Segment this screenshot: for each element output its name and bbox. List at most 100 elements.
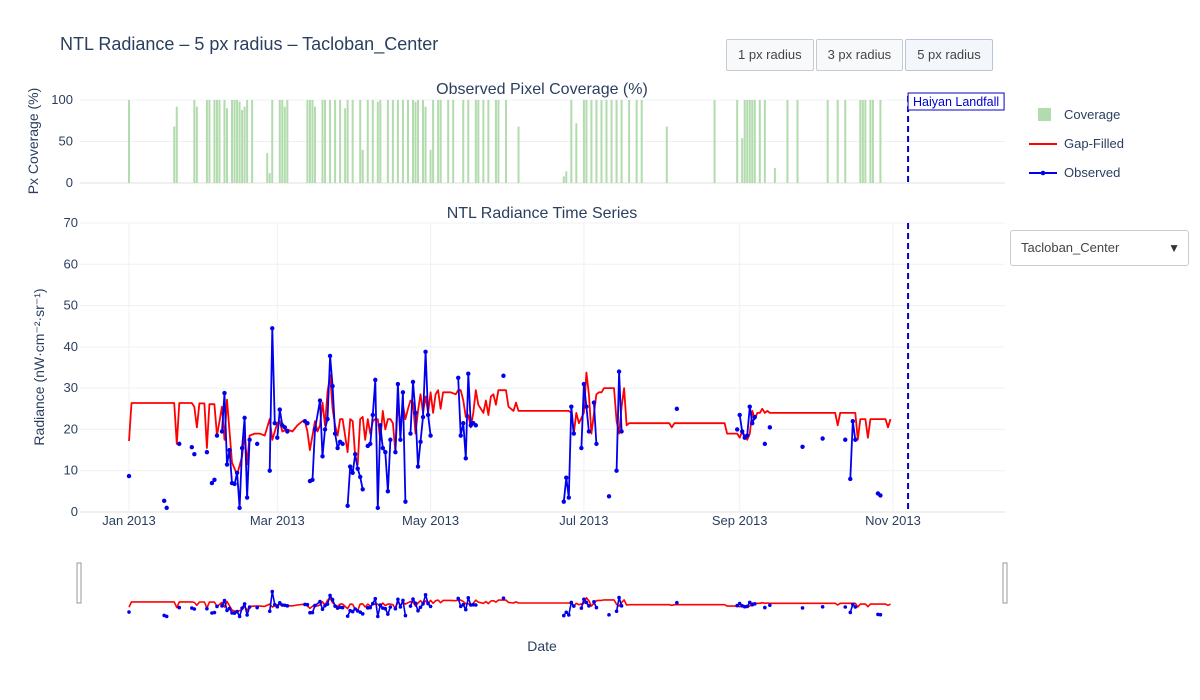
slider-observed-point — [205, 606, 209, 611]
slider-observed-point — [164, 614, 169, 619]
coverage-bar — [562, 176, 565, 183]
coverage-bar — [713, 100, 716, 183]
observed-point — [423, 349, 428, 355]
coverage-bar — [575, 123, 578, 183]
observed-point — [305, 421, 310, 426]
observed-point — [619, 429, 624, 434]
coverage-bar — [422, 100, 425, 183]
slider-observed-point — [428, 604, 433, 609]
slider-observed-point — [225, 608, 229, 613]
observed-line — [580, 383, 590, 449]
slider-observed-point — [242, 602, 247, 606]
legend-observed-marker — [1040, 170, 1046, 176]
radius-1px-button[interactable]: 1 px radius — [726, 39, 814, 71]
slider-observed-point — [463, 607, 468, 612]
slider-observed-point — [426, 601, 430, 606]
observed-point — [327, 353, 333, 359]
observed-point — [848, 476, 853, 482]
observed-point — [320, 454, 325, 459]
slider-observed-point — [398, 605, 403, 609]
observed-point — [734, 427, 740, 432]
coverage-bar — [429, 149, 432, 183]
coverage-bar — [268, 173, 271, 183]
slider-observed-point — [607, 613, 611, 617]
observed-point — [164, 505, 169, 511]
coverage-bar — [313, 106, 316, 183]
radius-5px-button[interactable]: 5 px radius — [905, 39, 993, 71]
slider-observed-point — [768, 603, 772, 608]
slider-observed-point — [458, 604, 463, 609]
observed-point — [501, 373, 506, 378]
slider-observed-point — [752, 602, 757, 606]
coverage-subplot: Observed Pixel Coverage (%) Px Coverage … — [25, 81, 1005, 194]
radiance-y-tick-label: 40 — [64, 339, 78, 354]
coverage-bar — [741, 138, 744, 183]
observed-point — [853, 437, 858, 442]
range-slider[interactable] — [76, 562, 1008, 619]
observed-point — [345, 503, 350, 509]
slider-observed-point — [127, 610, 131, 614]
radiance-y-tick-label: 10 — [64, 463, 78, 478]
observed-point — [244, 495, 250, 500]
coverage-bar — [773, 168, 776, 183]
coverage-bar — [359, 100, 362, 183]
radius-3px-button[interactable]: 3 px radius — [815, 39, 904, 71]
slider-observed-point — [853, 605, 858, 609]
observed-point — [335, 445, 340, 451]
observed-point — [254, 441, 260, 447]
slider-observed-point — [386, 612, 390, 616]
slider-observed-point — [360, 612, 365, 616]
observed-point — [282, 425, 288, 430]
slider-observed-point — [368, 605, 373, 610]
coverage-bar — [411, 100, 414, 183]
observed-point — [192, 452, 197, 457]
legend-gapfilled-label: Gap-Filled — [1064, 136, 1124, 151]
observed-point — [674, 406, 680, 411]
coverage-y-axis-label: Px Coverage (%) — [25, 88, 41, 195]
location-dropdown[interactable]: Tacloban_Center ▼ — [1010, 230, 1189, 266]
legend: Coverage Gap-Filled Observed — [1029, 107, 1124, 180]
coverage-bar — [859, 100, 862, 183]
slider-observed-point — [421, 602, 425, 606]
slider-observed-point — [735, 603, 739, 608]
slider-observed-point — [373, 596, 378, 601]
coverage-bar — [286, 100, 289, 183]
coverage-bar — [879, 100, 882, 183]
observed-point — [398, 437, 403, 442]
observed-point — [272, 421, 277, 426]
slider-observed-point — [330, 597, 335, 602]
slider-observed-point — [614, 609, 619, 614]
slider-observed-point — [328, 593, 332, 598]
slider-observed-point — [325, 602, 330, 606]
observed-point — [239, 445, 245, 451]
radiance-subplot-title: NTL Radiance Time Series — [447, 205, 638, 222]
slider-observed-point — [267, 609, 272, 614]
slider-observed-point — [305, 602, 310, 607]
slider-observed-point — [572, 604, 576, 608]
radiance-x-tick-label: Nov 2013 — [865, 513, 921, 528]
slider-observed-line — [367, 597, 392, 618]
coverage-bar — [786, 100, 789, 183]
slider-observed-point — [501, 596, 506, 600]
observed-point — [740, 429, 745, 434]
observed-point — [209, 480, 215, 486]
slider-observed-point — [192, 607, 197, 611]
coverage-bar — [869, 100, 872, 183]
coverage-bar — [763, 100, 766, 183]
observed-point — [270, 326, 275, 331]
coverage-bar — [271, 100, 274, 183]
coverage-bar — [193, 100, 196, 183]
slider-observed-point — [567, 613, 571, 617]
slider-observed-point — [850, 602, 855, 607]
coverage-bar — [233, 100, 236, 183]
observed-point — [403, 499, 408, 504]
slider-observed-point — [474, 603, 478, 607]
coverage-bar — [205, 100, 208, 183]
coverage-bar — [635, 100, 638, 183]
observed-point — [606, 494, 612, 499]
coverage-bar — [487, 100, 490, 183]
coverage-bar — [236, 100, 239, 183]
observed-line — [394, 383, 407, 502]
coverage-bar — [615, 100, 618, 183]
observed-point — [850, 418, 855, 424]
